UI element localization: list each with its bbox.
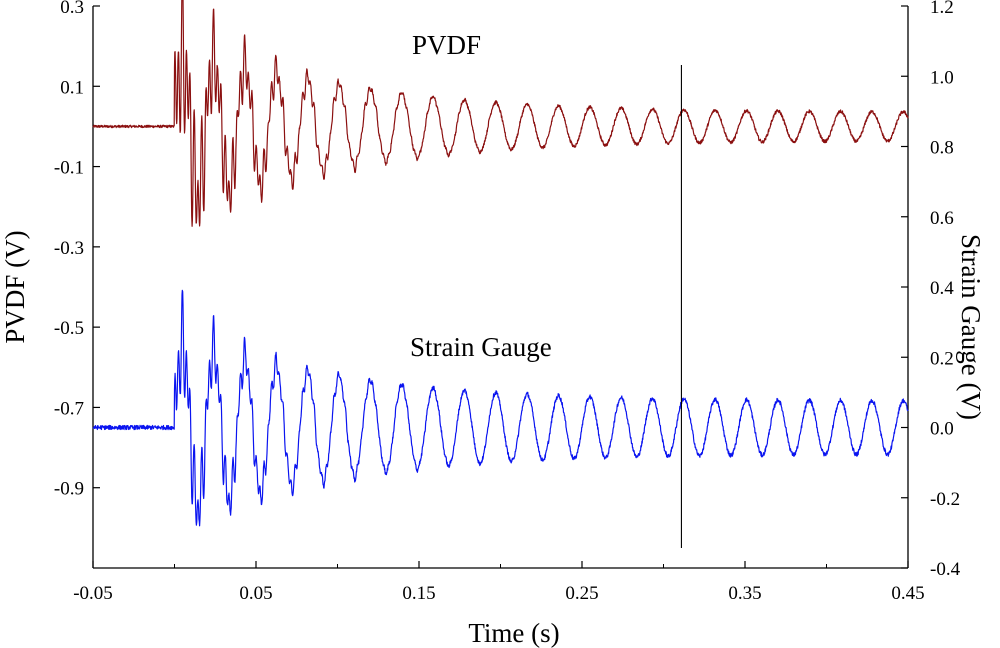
y-right-tick-label: 0.2 [930,348,954,369]
y-right-tick-label: -0.4 [930,559,961,580]
y-right-tick-label: -0.2 [930,489,960,510]
y-right-tick-label: 0.0 [930,419,954,440]
x-tick-label: 0.35 [728,583,761,604]
series-group [92,0,909,527]
pvdf-series-line [92,0,909,227]
y-left-tick-label: -0.7 [54,398,84,419]
y-right-axis-title: Strain Gauge (V) [956,234,986,420]
x-tick-label: 0.25 [565,583,598,604]
x-tick-label: 0.05 [239,583,272,604]
y-right-tick-label: 1.0 [930,67,954,88]
x-ticks: -0.05 0.05 0.15 0.25 0.35 0.45 [73,561,925,604]
x-axis-title: Time (s) [468,618,559,648]
y-left-tick-label: 0.3 [60,0,84,18]
strain-gauge-series-line [92,289,909,527]
y-right-tick-label: 0.6 [930,208,954,229]
y-right-ticks: 1.2 1.0 0.8 0.6 0.4 0.2 0.0 -0.2 -0.4 [901,0,961,580]
x-tick-label: 0.45 [891,583,924,604]
y-right-tick-label: 0.8 [930,138,954,159]
pvdf-series-label: PVDF [412,30,481,60]
y-right-tick-label: 1.2 [930,0,954,18]
x-tick-label: -0.05 [73,583,113,604]
y-left-tick-label: -0.1 [54,158,84,179]
x-tick-label: 0.15 [402,583,435,604]
y-right-tick-label: 0.4 [930,278,954,299]
y-left-tick-label: -0.3 [54,238,84,259]
y-left-axis-title: PVDF (V) [0,230,30,343]
y-left-tick-label: 0.1 [60,77,84,98]
y-left-tick-label: -0.5 [54,318,84,339]
y-left-tick-label: -0.9 [54,479,84,500]
y-left-ticks: 0.3 0.1 -0.1 -0.3 -0.5 -0.7 -0.9 [54,0,100,500]
strain-gauge-series-label: Strain Gauge [410,332,552,362]
